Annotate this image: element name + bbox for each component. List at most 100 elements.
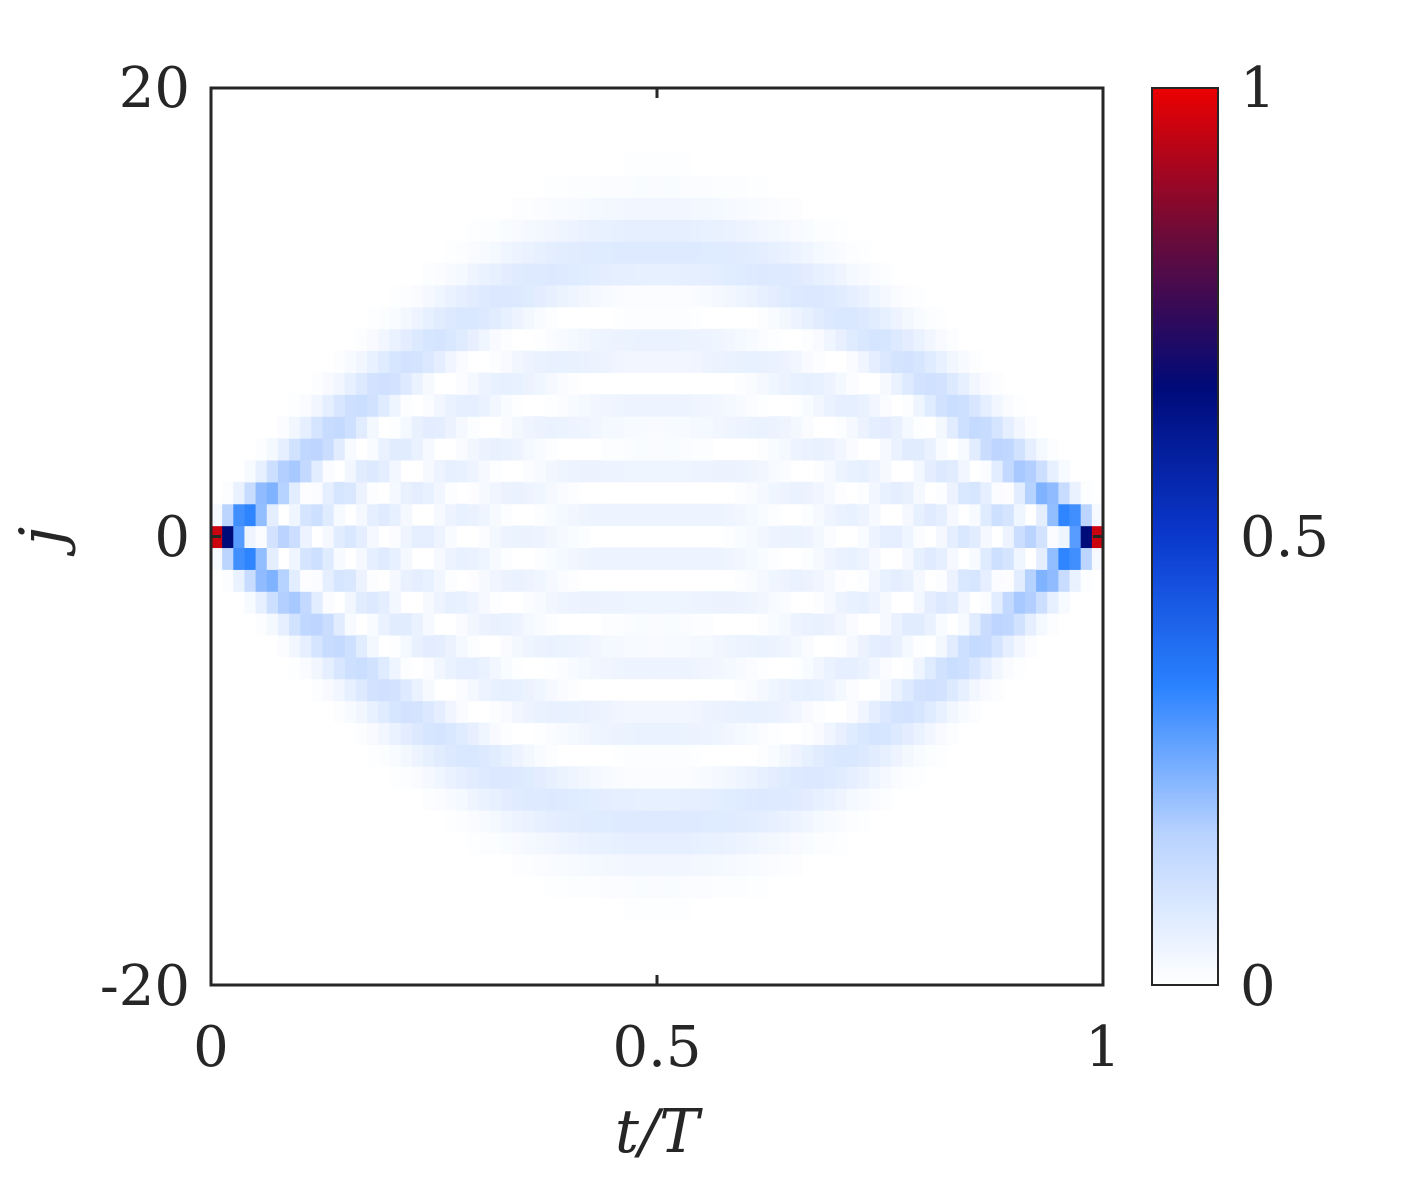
heatmap-cell xyxy=(980,372,993,395)
heatmap-cell xyxy=(801,219,814,242)
heatmap-cell xyxy=(445,569,457,592)
heatmap-cell xyxy=(523,788,535,811)
heatmap-cell xyxy=(880,350,892,374)
heatmap-cell xyxy=(768,241,781,264)
heatmap-cell xyxy=(500,613,513,636)
heatmap-cell xyxy=(1002,634,1015,658)
heatmap-cell xyxy=(891,350,903,374)
heatmap-cell xyxy=(400,503,413,527)
heatmap-cell xyxy=(657,284,669,308)
heatmap-cell xyxy=(634,853,647,877)
heatmap-cell xyxy=(891,284,903,308)
heatmap-cell xyxy=(556,722,569,745)
heatmap-cell xyxy=(333,372,346,395)
heatmap-cell xyxy=(378,700,390,724)
heatmap-cell xyxy=(434,394,446,417)
heatmap-cell xyxy=(434,306,446,330)
heatmap-cell xyxy=(255,591,268,614)
heatmap-cell xyxy=(634,175,647,198)
heatmap-cell xyxy=(757,831,770,855)
heatmap-cell xyxy=(790,656,803,680)
heatmap-cell xyxy=(835,481,848,505)
heatmap-cell xyxy=(322,503,335,527)
heatmap-cell xyxy=(255,613,268,636)
heatmap-cell xyxy=(289,416,301,439)
heatmap-cell xyxy=(512,241,524,264)
heatmap-cell xyxy=(846,438,859,461)
heatmap-cell xyxy=(590,831,602,855)
heatmap-cell xyxy=(1013,438,1026,461)
heatmap-cell xyxy=(590,197,602,220)
heatmap-cell xyxy=(679,241,692,264)
heatmap-cell xyxy=(556,241,569,264)
heatmap-cell xyxy=(779,591,792,614)
heatmap-cell xyxy=(244,503,257,527)
heatmap-cell xyxy=(567,875,580,899)
heatmap-cell xyxy=(991,678,1004,702)
heatmap-cell xyxy=(768,788,781,811)
heatmap-cell xyxy=(868,788,881,811)
heatmap-cell xyxy=(601,853,613,877)
heatmap-cell xyxy=(813,722,825,745)
heatmap-cell xyxy=(467,416,480,439)
heatmap-cell xyxy=(478,569,491,592)
heatmap-cell xyxy=(701,416,714,439)
heatmap-cell xyxy=(389,634,402,658)
heatmap-cell xyxy=(422,263,435,286)
heatmap-cell xyxy=(768,722,781,745)
heatmap-cell xyxy=(779,853,792,877)
heatmap-cell xyxy=(590,547,602,570)
heatmap-cell xyxy=(1047,547,1059,570)
heatmap-cell xyxy=(422,678,435,702)
heatmap-cell xyxy=(801,372,814,395)
heatmap-cell xyxy=(556,197,569,220)
heatmap-cell xyxy=(835,656,848,680)
heatmap-cell xyxy=(924,722,937,745)
heatmap-cell xyxy=(500,525,513,549)
heatmap-cell xyxy=(1036,459,1048,483)
heatmap-cell xyxy=(690,459,703,483)
heatmap-cell xyxy=(1002,459,1015,483)
heatmap-cell xyxy=(289,503,301,527)
heatmap-cell xyxy=(891,525,903,549)
heatmap-cell xyxy=(790,284,803,308)
heatmap-cell xyxy=(534,416,547,439)
heatmap-cell xyxy=(813,766,825,789)
heatmap-cell xyxy=(668,306,680,330)
heatmap-cell xyxy=(578,547,591,570)
heatmap-cell xyxy=(790,788,803,811)
heatmap-cell xyxy=(1002,503,1015,527)
heatmap-cell xyxy=(545,416,558,439)
heatmap-cell xyxy=(489,459,502,483)
heatmap-cell xyxy=(534,613,547,636)
heatmap-cell xyxy=(701,328,714,352)
heatmap-cell xyxy=(969,481,981,505)
heatmap-cell xyxy=(378,350,390,374)
heatmap-cell xyxy=(601,284,613,308)
heatmap-cell xyxy=(701,459,714,483)
heatmap-cell xyxy=(489,744,502,767)
heatmap-cell xyxy=(355,700,368,724)
heatmap-cell xyxy=(344,678,357,702)
heatmap-cell xyxy=(935,613,948,636)
heatmap-cell xyxy=(500,481,513,505)
heatmap-cell xyxy=(355,634,368,658)
heatmap-cell xyxy=(578,219,591,242)
heatmap-cell xyxy=(824,656,836,680)
heatmap-cell xyxy=(545,853,558,877)
heatmap-cell xyxy=(690,831,703,855)
heatmap-cell xyxy=(556,263,569,286)
heatmap-cell xyxy=(567,678,580,702)
heatmap-cell xyxy=(924,656,937,680)
heatmap-cell xyxy=(556,459,569,483)
heatmap-cell xyxy=(712,284,725,308)
heatmap-cell xyxy=(846,744,859,767)
heatmap-cell xyxy=(389,459,402,483)
heatmap-cell xyxy=(723,219,736,242)
heatmap-cell xyxy=(634,197,647,220)
heatmap-cell xyxy=(512,372,524,395)
heatmap-cell xyxy=(590,766,602,789)
heatmap-cell xyxy=(523,853,535,877)
heatmap-cell xyxy=(779,744,792,767)
heatmap-cell xyxy=(355,328,368,352)
